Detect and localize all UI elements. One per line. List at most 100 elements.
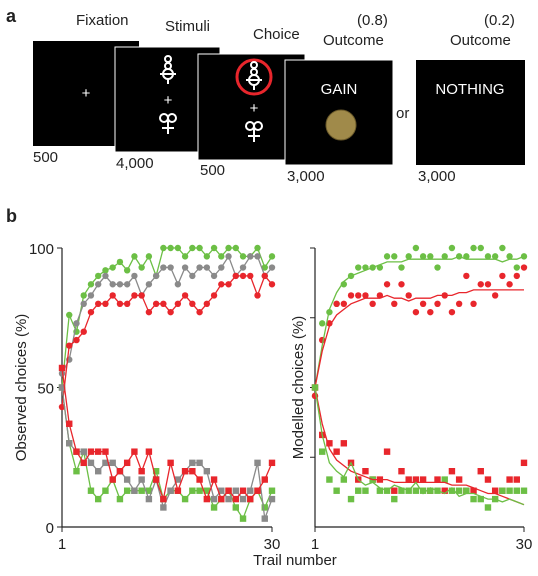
point	[261, 264, 268, 271]
point	[355, 292, 362, 299]
coin	[325, 109, 357, 141]
point	[145, 253, 153, 260]
point	[116, 258, 124, 266]
point	[189, 468, 196, 475]
point	[87, 448, 95, 455]
point	[412, 487, 420, 494]
series-line	[314, 255, 525, 388]
point	[383, 253, 391, 260]
point	[196, 244, 203, 252]
point	[441, 487, 448, 494]
point	[232, 272, 239, 280]
point	[463, 487, 470, 494]
x-axis-label: Trail number	[253, 552, 337, 569]
point	[362, 487, 369, 494]
point	[189, 244, 196, 252]
point	[268, 264, 276, 271]
point	[455, 300, 463, 307]
screen	[416, 60, 525, 165]
point	[131, 487, 138, 494]
point	[232, 495, 239, 503]
point	[261, 272, 268, 280]
point	[477, 495, 484, 503]
point	[477, 244, 484, 252]
point	[520, 487, 528, 494]
point	[152, 300, 160, 307]
point	[455, 487, 463, 494]
point	[95, 281, 102, 288]
point	[87, 292, 95, 299]
panel-label: b	[6, 206, 17, 226]
point	[189, 459, 196, 467]
x-tick-label: 30	[264, 536, 281, 553]
step-label: Choice	[253, 26, 300, 43]
panel-label: a	[6, 6, 17, 26]
point	[87, 459, 95, 467]
point	[58, 370, 66, 377]
series-line	[314, 387, 525, 506]
point	[196, 308, 203, 316]
point	[326, 476, 333, 483]
point	[131, 272, 138, 280]
point	[145, 495, 153, 503]
point	[412, 308, 420, 316]
point	[484, 281, 492, 288]
point	[239, 487, 247, 494]
point	[196, 476, 203, 483]
point	[419, 300, 427, 307]
fixation-cross: +	[164, 92, 173, 109]
step-label: Stimuli	[165, 18, 210, 35]
point	[448, 244, 456, 252]
point	[131, 292, 138, 299]
point	[181, 264, 189, 271]
point	[434, 476, 441, 483]
point	[261, 515, 268, 522]
point	[80, 448, 87, 455]
point	[477, 281, 484, 288]
point	[131, 253, 138, 260]
x-tick-label: 1	[58, 536, 66, 553]
point	[174, 281, 182, 288]
point	[138, 468, 145, 475]
point	[152, 476, 160, 483]
fixation-cross: +	[82, 85, 91, 102]
point	[448, 468, 456, 475]
point	[506, 281, 513, 288]
point	[239, 495, 247, 503]
point	[145, 487, 153, 494]
point	[376, 487, 384, 494]
point	[268, 281, 276, 288]
point	[95, 448, 102, 455]
point	[160, 504, 167, 511]
step-label: (0.2)	[484, 12, 515, 29]
point	[95, 495, 102, 503]
point	[174, 476, 182, 483]
y-axis-label: Modelled choices (%)	[290, 316, 307, 459]
point	[441, 253, 448, 260]
step-label: (0.8)	[357, 12, 388, 29]
point	[362, 468, 369, 475]
point	[145, 448, 153, 455]
point	[268, 487, 276, 494]
point	[427, 487, 434, 494]
point	[58, 384, 66, 391]
outcome-text: GAIN	[321, 81, 358, 98]
point	[174, 244, 182, 252]
point	[470, 300, 477, 307]
point	[513, 476, 520, 483]
fixation-cross: +	[250, 100, 259, 117]
point	[80, 328, 87, 335]
point	[87, 308, 95, 316]
point	[73, 468, 80, 475]
point	[347, 292, 355, 299]
point	[484, 504, 492, 511]
point	[123, 459, 131, 467]
point	[506, 253, 513, 260]
x-tick-label: 30	[516, 536, 533, 553]
point	[189, 487, 196, 494]
point	[138, 264, 145, 271]
point	[138, 476, 145, 483]
point	[102, 267, 109, 274]
point	[225, 487, 232, 494]
point	[203, 300, 211, 307]
